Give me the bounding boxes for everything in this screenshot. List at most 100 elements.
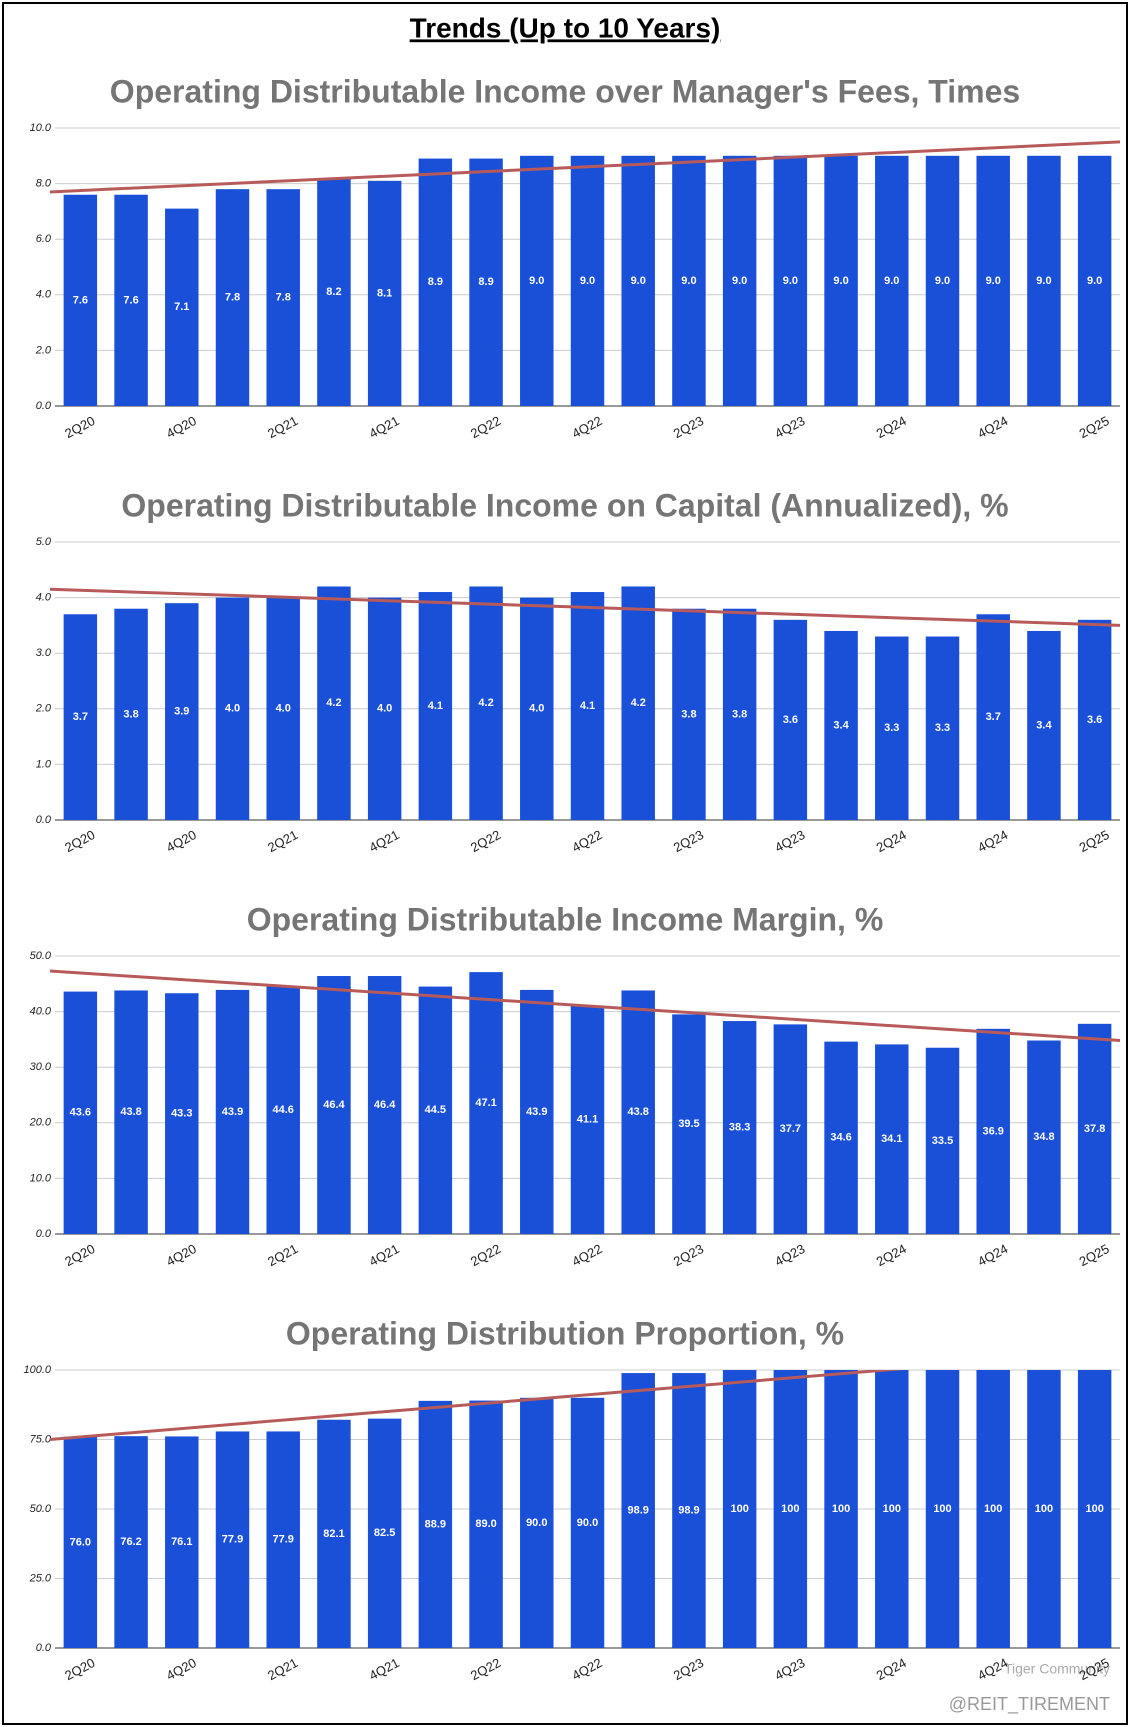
bar [621,1373,655,1648]
y-tick-label: 75.0 [30,1433,52,1445]
bar [672,1014,706,1234]
y-tick-label: 4.0 [36,592,52,604]
value-label: 4.2 [326,697,341,709]
x-tick-label: 2Q24 [874,1655,909,1683]
bar [1077,1370,1112,1648]
value-label: 4.0 [529,703,544,715]
bar [165,1436,199,1648]
x-tick-label: 4Q22 [569,413,604,441]
y-tick-label: 50.0 [30,1503,52,1515]
y-tick-label: 6.0 [36,233,52,245]
x-tick-label: 2Q20 [62,827,97,855]
y-tick-label: 2.0 [35,344,52,356]
x-tick-label: 2Q23 [671,827,706,855]
bar [266,986,300,1234]
bar [418,592,453,820]
value-label: 9.0 [529,275,544,287]
x-tick-label: 2Q23 [671,1655,706,1683]
y-tick-label: 50.0 [30,950,52,962]
bar [824,155,858,406]
value-label: 7.8 [276,291,291,303]
bar [520,989,554,1234]
x-tick-label: 4Q20 [164,827,199,855]
chart: Operating Distribution Proportion, % 0.0 2… [23,1315,1120,1683]
bar [1077,1023,1112,1234]
value-label: 3.4 [1036,719,1052,731]
bar [773,1024,808,1234]
y-tick-label: 0.0 [36,814,52,826]
value-label: 7.8 [225,291,240,303]
chart: Operating Distributable Income on Capita… [35,487,1121,855]
value-label: 4.1 [428,700,443,712]
value-label: 41.1 [577,1114,598,1126]
value-label: 4.2 [478,697,493,709]
bar [976,614,1010,820]
value-label: 3.7 [73,711,88,723]
trend-line [50,587,1121,627]
bar [469,158,503,406]
y-tick-label: 2.0 [35,703,52,715]
bar [722,1021,757,1234]
y-tick-label: 8.0 [36,178,52,190]
value-label: 3.4 [833,719,849,731]
value-label: 98.9 [628,1504,649,1516]
x-tick-label: 2Q25 [1077,413,1112,441]
bar [570,592,605,820]
x-tick-label: 4Q23 [772,413,807,441]
value-label: 9.0 [935,275,950,287]
bar [925,636,960,820]
bar [925,155,960,406]
bar [520,155,554,406]
header: Trends (Up to 10 Years) [410,12,721,43]
y-tick-label: 10.0 [30,122,52,134]
chart: Operating Distributable Income Margin, %… [29,901,1121,1269]
value-label: 8.2 [326,286,341,298]
bar [621,586,655,820]
bar [418,1400,453,1648]
value-label: 9.0 [884,275,899,287]
bar [976,1028,1010,1234]
x-tick-label: 2Q23 [671,413,706,441]
bar [520,1397,554,1648]
y-tick-label: 4.0 [36,289,52,301]
value-label: 9.0 [986,275,1001,287]
value-label: 39.5 [678,1118,699,1130]
bar [367,597,402,820]
y-tick-label: 0.0 [36,1642,52,1654]
bar [875,1370,909,1648]
value-label: 9.0 [631,275,646,287]
x-tick-label: 4Q23 [772,1241,807,1269]
y-tick-label: 3.0 [36,647,52,659]
bar [1077,155,1112,406]
value-label: 47.1 [475,1097,496,1109]
bar [367,1418,402,1648]
value-label: 4.2 [631,697,646,709]
x-tick-label: 4Q23 [772,827,807,855]
value-label: 34.6 [830,1132,851,1144]
bar [63,614,98,820]
x-tick-label: 2Q20 [62,413,97,441]
bar [875,1044,909,1234]
value-label: 9.0 [833,275,848,287]
x-tick-label: 4Q24 [975,827,1010,855]
bar [165,993,199,1234]
bar [469,586,503,820]
bar [976,155,1010,406]
bar [165,603,199,820]
value-label: 3.6 [1087,714,1102,726]
value-label: 76.0 [70,1536,91,1548]
value-label: 38.3 [729,1121,750,1133]
value-label: 100 [984,1503,1002,1515]
x-tick-label: 2Q21 [265,413,300,441]
x-tick-label: 4Q24 [975,1241,1010,1269]
x-tick-label: 2Q25 [1077,1241,1112,1269]
value-label: 100 [933,1503,951,1515]
value-label: 100 [1085,1503,1103,1515]
value-label: 98.9 [678,1504,699,1516]
bar [63,194,98,406]
value-label: 76.2 [120,1536,141,1548]
bar [925,1370,960,1648]
chart-title: Operating Distributable Income over Mana… [110,73,1020,109]
value-label: 100 [730,1503,748,1515]
